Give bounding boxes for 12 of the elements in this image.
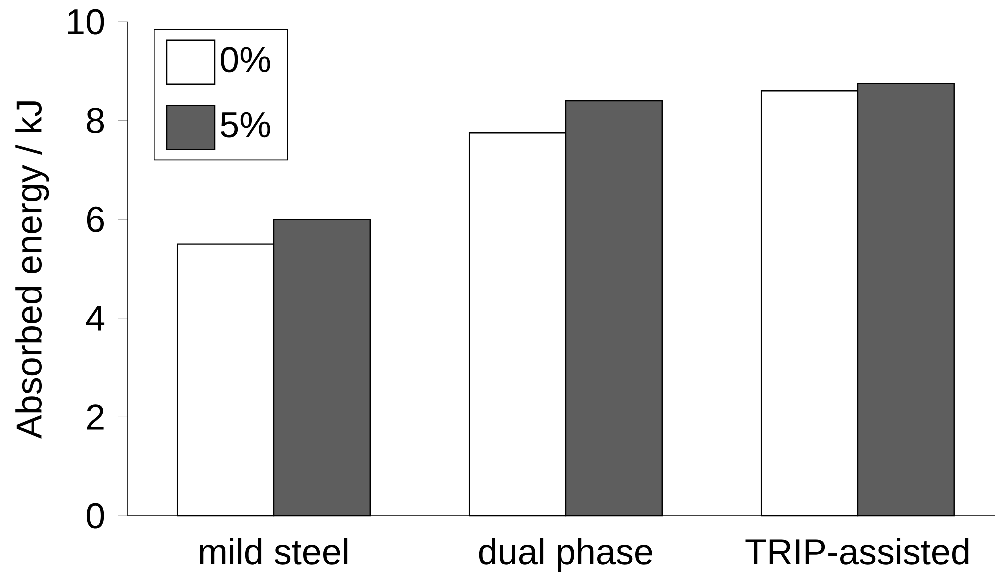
x-tick-label: mild steel xyxy=(200,538,348,565)
y-tick-label: 10 xyxy=(68,9,104,35)
y-tick-label: 8 xyxy=(87,108,104,134)
legend-label: 0% xyxy=(221,47,270,73)
x-tick-label: dual phase xyxy=(479,538,652,572)
x-tick-label: TRIP-assisted xyxy=(746,538,969,565)
y-tick-label: 6 xyxy=(87,206,104,232)
y-tick-label: 4 xyxy=(86,306,105,331)
y-tick-label: 2 xyxy=(87,404,104,430)
legend-label: 5% xyxy=(221,112,270,138)
y-tick-label: 0 xyxy=(86,503,104,529)
y-axis-title: Absorbed energy / kJ xyxy=(16,102,50,440)
